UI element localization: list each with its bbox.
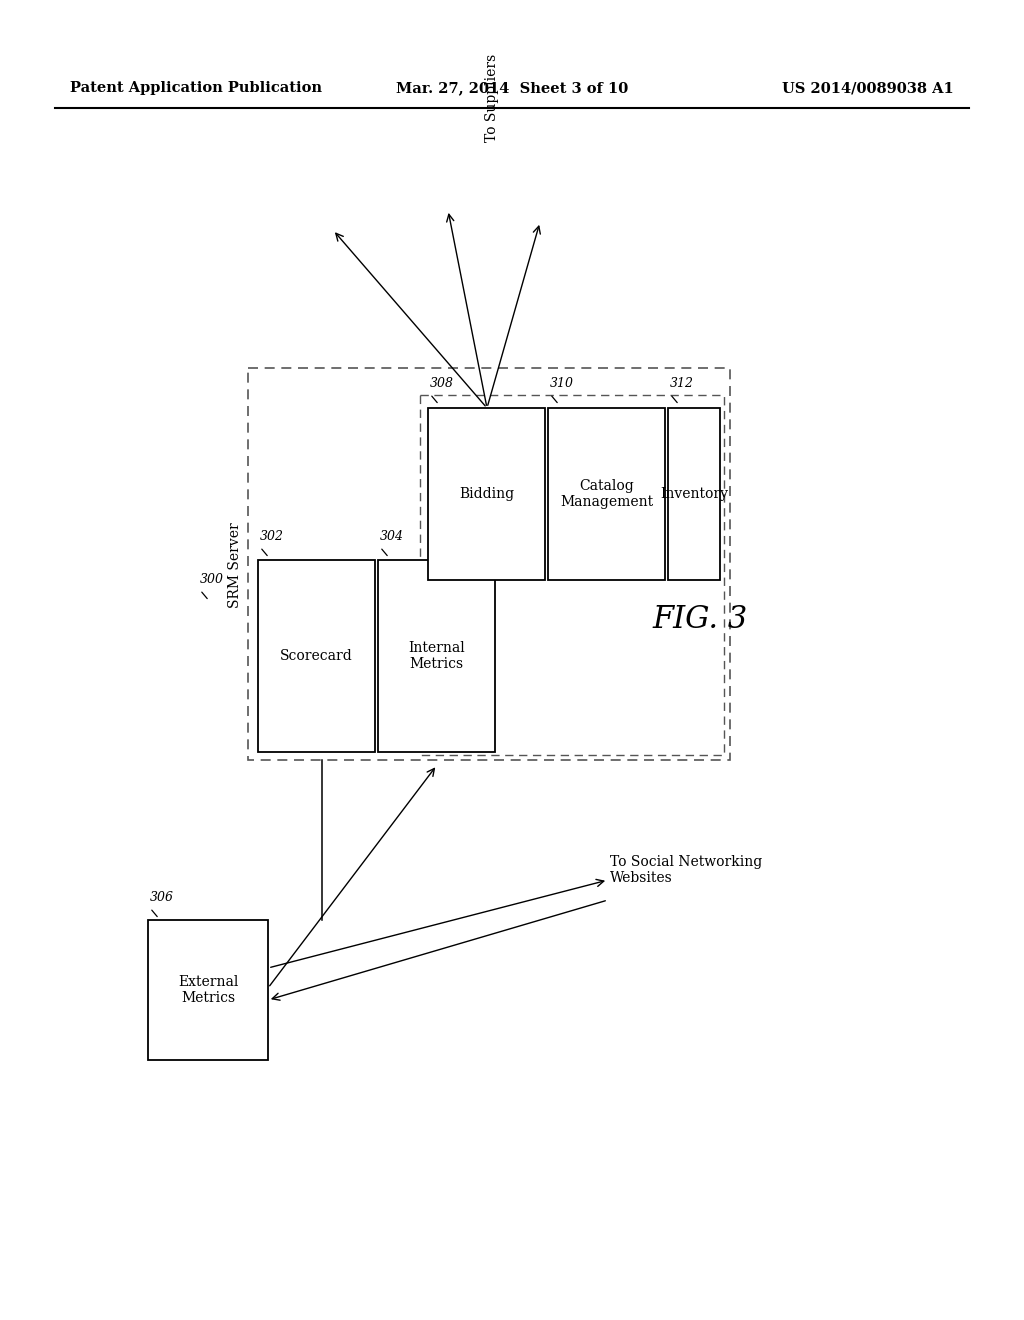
- Text: SRM Server: SRM Server: [228, 523, 242, 609]
- Text: Patent Application Publication: Patent Application Publication: [70, 81, 322, 95]
- Bar: [668, 408, 720, 579]
- Text: Inventory: Inventory: [660, 487, 728, 502]
- Text: 302: 302: [260, 531, 284, 543]
- Bar: [548, 408, 665, 579]
- Text: 304: 304: [380, 531, 404, 543]
- Text: 310: 310: [550, 378, 574, 389]
- Text: 300: 300: [200, 573, 224, 586]
- Text: US 2014/0089038 A1: US 2014/0089038 A1: [782, 81, 954, 95]
- Text: Scorecard: Scorecard: [281, 649, 353, 663]
- Text: 308: 308: [430, 378, 454, 389]
- Bar: [148, 920, 268, 1060]
- Text: External
Metrics: External Metrics: [178, 975, 239, 1005]
- Text: 306: 306: [150, 891, 174, 904]
- Bar: [428, 408, 545, 579]
- Text: Internal
Metrics: Internal Metrics: [409, 642, 465, 671]
- Text: To Social Networking
Websites: To Social Networking Websites: [610, 855, 762, 886]
- Bar: [248, 368, 730, 760]
- Text: Bidding: Bidding: [459, 487, 514, 502]
- Text: FIG. 3: FIG. 3: [652, 605, 748, 635]
- Text: To Suppliers: To Suppliers: [485, 54, 499, 143]
- Bar: [420, 395, 724, 755]
- Bar: [258, 560, 375, 752]
- Text: 312: 312: [670, 378, 694, 389]
- Text: Mar. 27, 2014  Sheet 3 of 10: Mar. 27, 2014 Sheet 3 of 10: [396, 81, 628, 95]
- Text: Catalog
Management: Catalog Management: [560, 479, 653, 510]
- Bar: [378, 560, 495, 752]
